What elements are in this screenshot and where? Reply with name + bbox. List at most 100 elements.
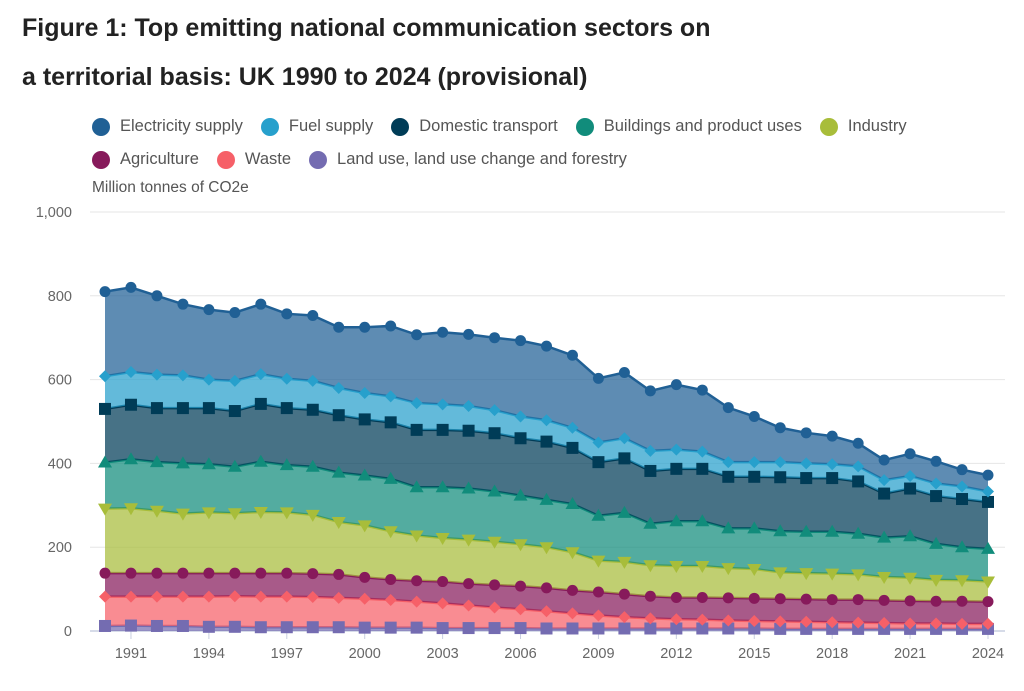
data-point[interactable] xyxy=(410,621,423,634)
data-point[interactable] xyxy=(281,308,293,320)
data-point[interactable] xyxy=(541,582,552,594)
data-point[interactable] xyxy=(930,595,942,607)
data-point[interactable] xyxy=(462,399,475,412)
data-point[interactable] xyxy=(435,480,450,493)
data-point[interactable] xyxy=(385,320,397,332)
data-point[interactable] xyxy=(644,590,656,602)
data-point[interactable] xyxy=(722,402,734,414)
data-point[interactable] xyxy=(125,567,137,579)
data-point[interactable] xyxy=(799,568,814,581)
data-point[interactable] xyxy=(748,410,760,422)
data-point[interactable] xyxy=(540,435,553,448)
data-point[interactable] xyxy=(773,567,788,580)
data-point[interactable] xyxy=(956,464,968,476)
data-point[interactable] xyxy=(255,567,267,579)
data-point[interactable] xyxy=(279,458,294,471)
data-point[interactable] xyxy=(462,599,475,612)
data-point[interactable] xyxy=(722,470,735,483)
data-point[interactable] xyxy=(254,368,267,381)
data-point[interactable] xyxy=(514,622,527,635)
data-point[interactable] xyxy=(202,620,215,633)
data-point[interactable] xyxy=(955,575,970,588)
data-point[interactable] xyxy=(99,567,111,579)
data-point[interactable] xyxy=(99,590,111,603)
data-point[interactable] xyxy=(670,443,683,456)
data-point[interactable] xyxy=(461,481,476,494)
data-point[interactable] xyxy=(904,448,916,460)
data-point[interactable] xyxy=(592,609,605,622)
data-point[interactable] xyxy=(411,575,423,587)
data-point[interactable] xyxy=(982,617,994,630)
data-point[interactable] xyxy=(852,460,865,473)
data-point[interactable] xyxy=(228,590,241,603)
data-point[interactable] xyxy=(307,309,319,321)
data-point[interactable] xyxy=(721,521,736,534)
data-point[interactable] xyxy=(514,410,527,423)
data-point[interactable] xyxy=(436,622,449,635)
data-point[interactable] xyxy=(385,573,397,585)
data-point[interactable] xyxy=(852,437,864,449)
data-point[interactable] xyxy=(929,574,944,587)
data-point[interactable] xyxy=(981,541,995,554)
data-point[interactable] xyxy=(774,593,786,605)
data-point[interactable] xyxy=(384,390,397,403)
data-point[interactable] xyxy=(982,469,994,481)
data-point[interactable] xyxy=(175,456,190,469)
data-point[interactable] xyxy=(956,617,969,630)
data-point[interactable] xyxy=(124,366,137,379)
data-point[interactable] xyxy=(696,622,709,635)
data-point[interactable] xyxy=(357,468,372,481)
data-point[interactable] xyxy=(384,593,397,606)
data-point[interactable] xyxy=(436,423,449,436)
data-point[interactable] xyxy=(254,590,267,603)
data-point[interactable] xyxy=(124,590,137,603)
data-point[interactable] xyxy=(774,471,787,484)
data-point[interactable] xyxy=(540,414,553,427)
data-point[interactable] xyxy=(748,456,761,469)
data-point[interactable] xyxy=(99,619,111,632)
data-point[interactable] xyxy=(955,540,970,553)
legend-item-waste[interactable]: Waste xyxy=(216,143,291,176)
data-point[interactable] xyxy=(826,458,839,471)
data-point[interactable] xyxy=(566,607,579,620)
data-point[interactable] xyxy=(878,454,890,466)
data-point[interactable] xyxy=(176,619,189,632)
data-point[interactable] xyxy=(644,612,657,625)
data-point[interactable] xyxy=(826,622,839,635)
data-point[interactable] xyxy=(229,307,241,319)
data-point[interactable] xyxy=(410,423,423,436)
data-point[interactable] xyxy=(123,452,138,465)
data-point[interactable] xyxy=(227,508,242,521)
data-point[interactable] xyxy=(306,591,319,604)
data-point[interactable] xyxy=(695,561,710,574)
data-point[interactable] xyxy=(904,595,916,607)
data-point[interactable] xyxy=(643,560,658,573)
data-point[interactable] xyxy=(203,304,215,316)
data-point[interactable] xyxy=(98,503,112,516)
data-point[interactable] xyxy=(852,622,865,635)
data-point[interactable] xyxy=(280,590,293,603)
data-point[interactable] xyxy=(332,381,345,394)
data-point[interactable] xyxy=(592,456,605,469)
data-point[interactable] xyxy=(279,507,294,520)
data-point[interactable] xyxy=(149,505,164,518)
data-point[interactable] xyxy=(150,619,163,632)
data-point[interactable] xyxy=(463,578,475,590)
data-point[interactable] xyxy=(696,613,709,626)
data-point[interactable] xyxy=(202,402,215,415)
data-point[interactable] xyxy=(800,593,812,605)
data-point[interactable] xyxy=(852,616,865,629)
data-point[interactable] xyxy=(904,482,917,495)
data-point[interactable] xyxy=(489,579,501,591)
data-point[interactable] xyxy=(488,404,501,417)
data-point[interactable] xyxy=(826,430,838,442)
data-point[interactable] xyxy=(878,487,891,500)
data-point[interactable] xyxy=(513,488,528,501)
data-point[interactable] xyxy=(541,340,552,352)
data-point[interactable] xyxy=(773,524,788,537)
data-point[interactable] xyxy=(670,462,683,475)
data-point[interactable] xyxy=(150,368,163,381)
data-point[interactable] xyxy=(437,326,449,338)
data-point[interactable] xyxy=(488,601,501,614)
data-point[interactable] xyxy=(201,457,216,470)
